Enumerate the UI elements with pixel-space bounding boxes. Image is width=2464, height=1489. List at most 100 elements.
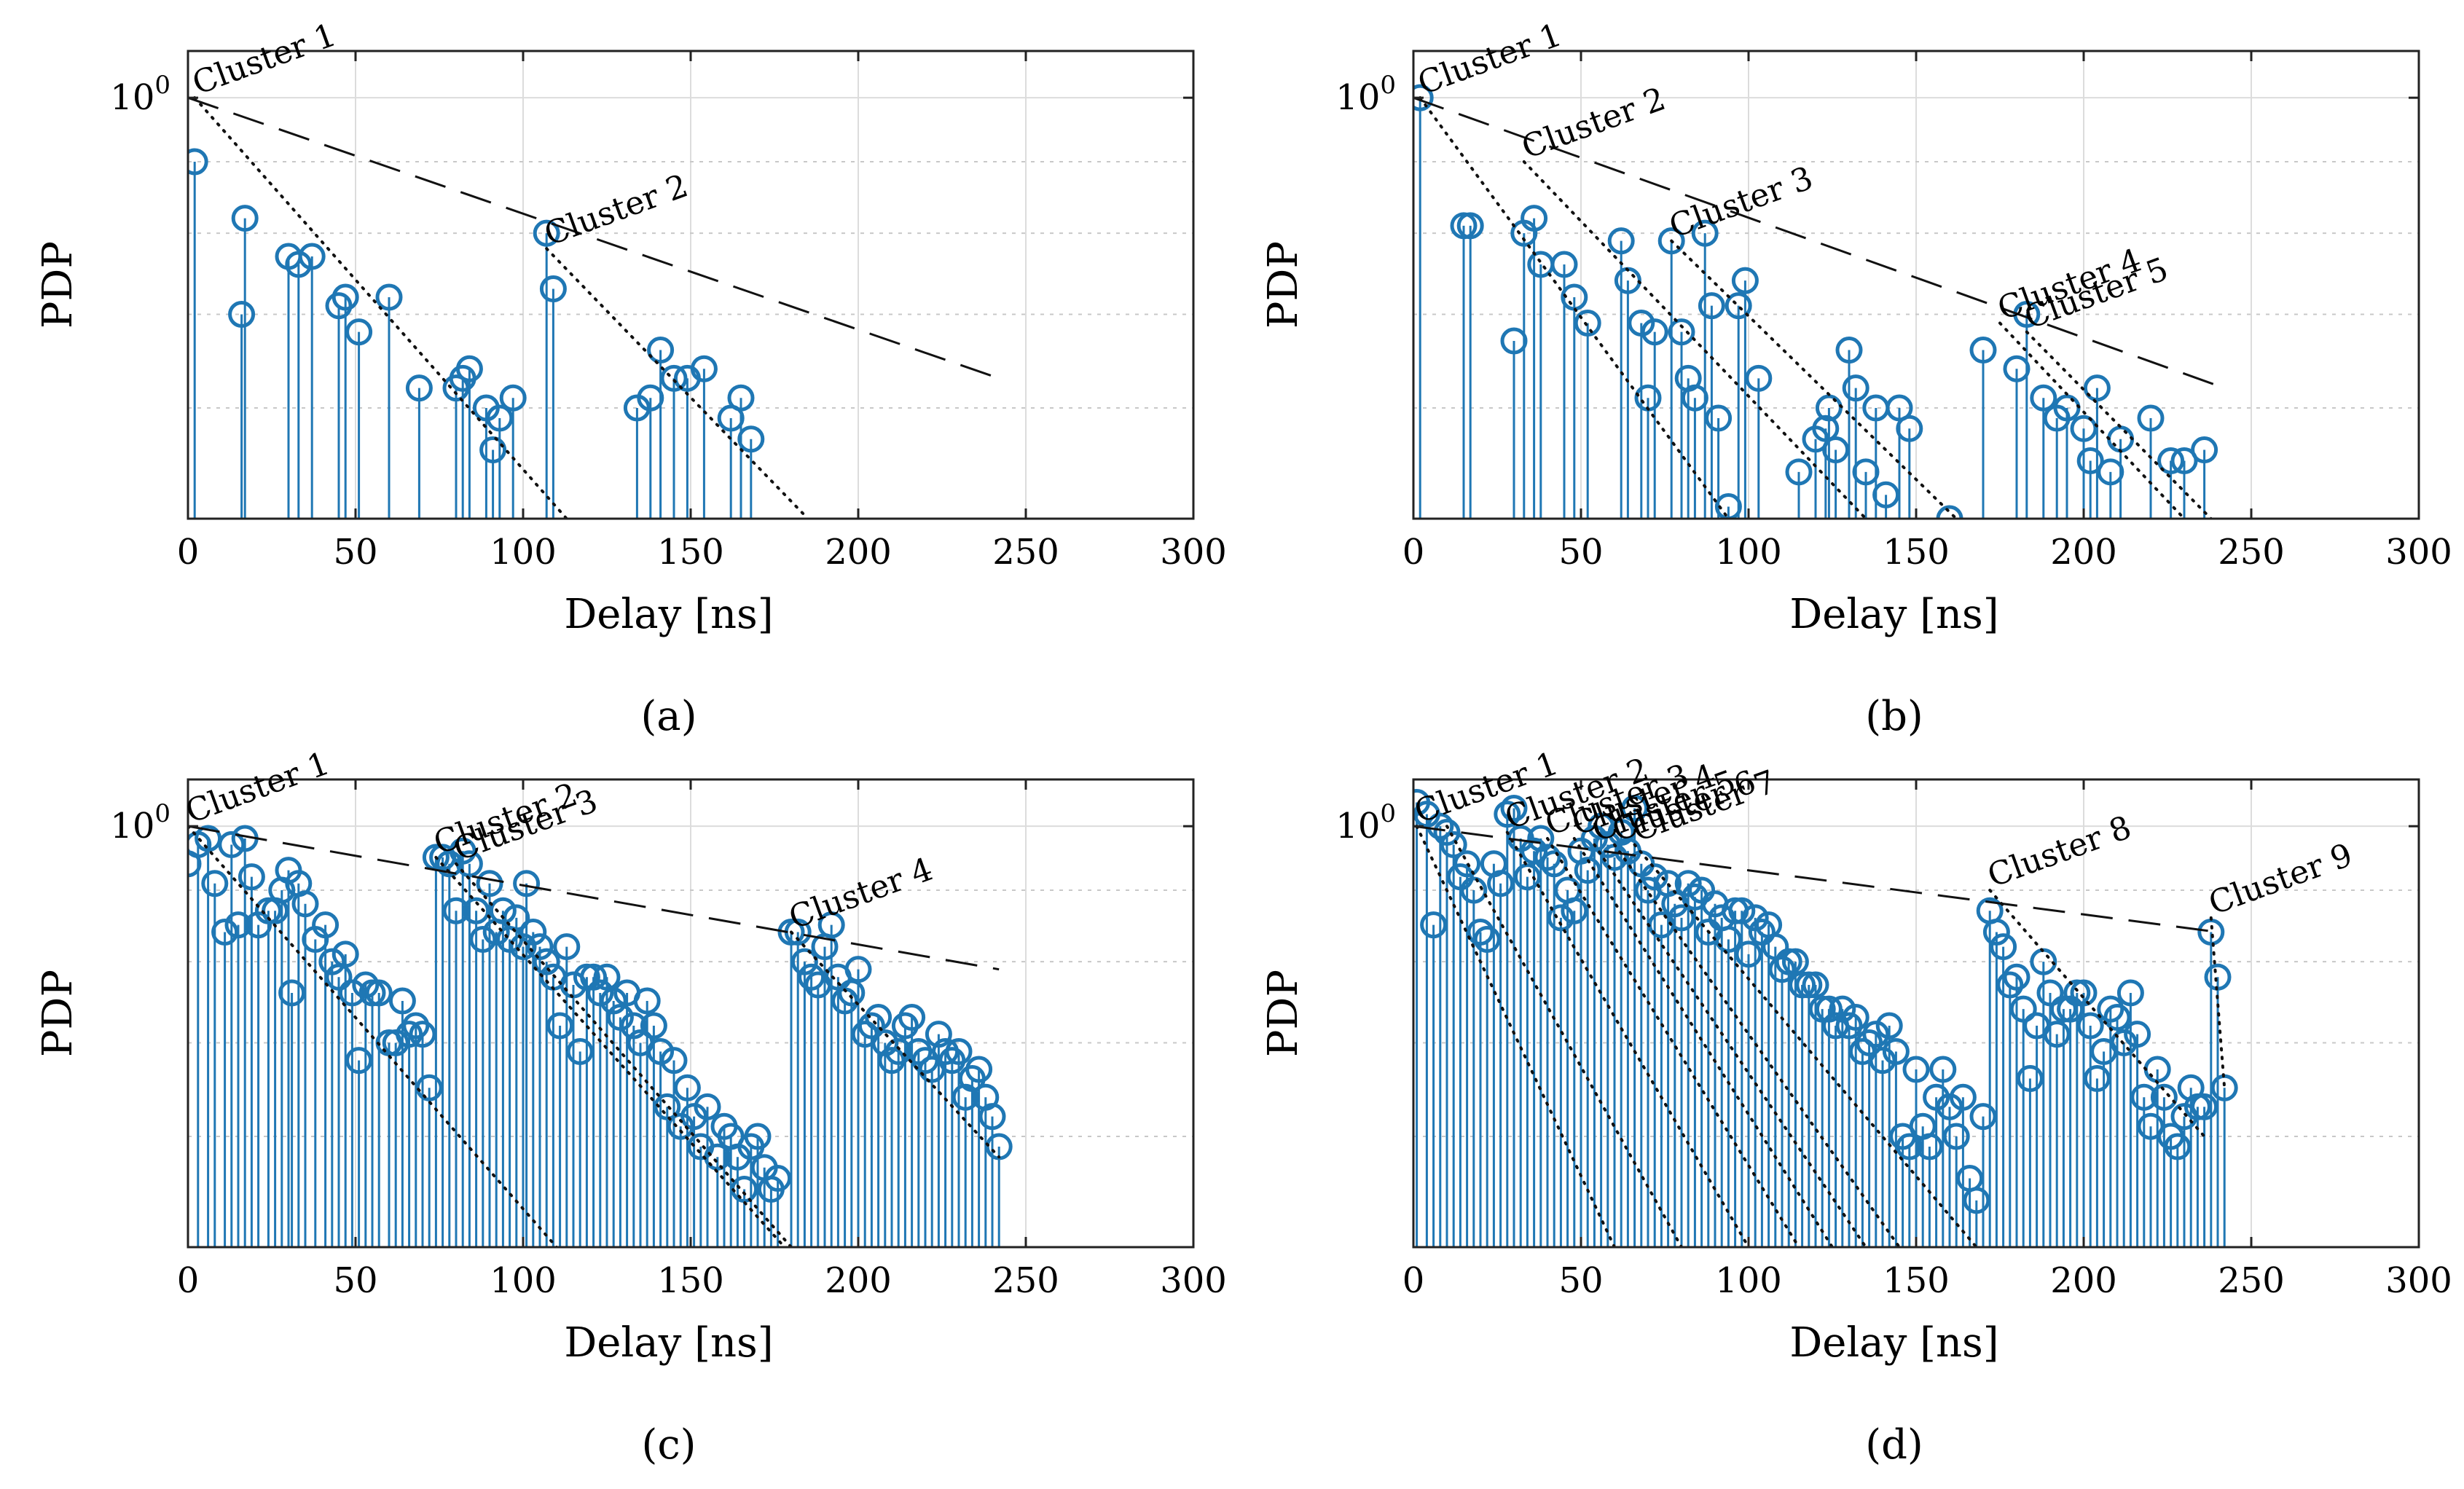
pdp-marker — [620, 1012, 648, 1040]
pdp-marker — [1607, 227, 1635, 255]
pdp-marker — [1487, 870, 1515, 897]
cluster-label: Cluster 2 — [540, 167, 693, 253]
pdp-marker — [1500, 795, 1528, 822]
pdp-marker — [1969, 337, 1997, 364]
cluster-decay-line — [1593, 843, 1867, 1247]
x-tick-label: 0 — [1402, 532, 1425, 573]
pdp-marker — [1607, 819, 1635, 846]
pdp-marker — [1741, 904, 1769, 932]
cluster-decay-line — [790, 930, 1001, 1159]
pdp-marker — [291, 890, 319, 918]
pdp-marker — [352, 971, 380, 999]
pdp-marker — [817, 911, 845, 939]
pdp-marker — [2164, 1133, 2192, 1160]
pdp-marker — [1949, 1083, 1977, 1111]
pdp-marker — [1936, 1093, 1963, 1120]
pdp-marker — [1698, 292, 1725, 320]
pdp-marker — [2083, 374, 2111, 402]
pdp-marker — [1785, 458, 1813, 486]
pdp-marker — [1453, 850, 1481, 878]
pdp-marker — [690, 355, 718, 382]
y-axis-label: PDP — [34, 970, 82, 1057]
x-tick-label: 150 — [657, 1260, 724, 1301]
pdp-marker — [1852, 458, 1880, 486]
pdp-marker — [1835, 1012, 1863, 1040]
pdp-marker — [1534, 844, 1561, 871]
pdp-marker — [442, 897, 470, 924]
x-tick-label: 300 — [2385, 532, 2452, 573]
pdp-marker — [519, 919, 547, 946]
pdp-marker — [499, 384, 527, 412]
x-tick-label: 100 — [1715, 1260, 1782, 1301]
x-tick-label: 150 — [657, 532, 724, 573]
x-tick-label: 300 — [1160, 1260, 1227, 1301]
cluster-decay-line — [1998, 321, 2186, 519]
pdp-marker — [1540, 850, 1568, 878]
pdp-marker — [838, 979, 866, 1007]
pdp-marker — [1915, 1133, 1943, 1160]
pdp-marker — [365, 979, 393, 1007]
pdp-marker — [1473, 925, 1501, 953]
cluster-label: Cluster 1 — [1413, 16, 1566, 102]
x-tick-label: 200 — [825, 532, 892, 573]
pdp-marker — [1969, 1103, 1997, 1131]
pdp-marker — [1812, 415, 1840, 442]
pdp-marker — [338, 979, 366, 1007]
y-axis-label: PDP — [34, 241, 82, 329]
cluster-decay-line — [434, 855, 786, 1247]
panel-caption: (a) — [640, 693, 697, 740]
pdp-marker — [1500, 327, 1528, 355]
cluster-decay-line — [2209, 916, 2226, 1090]
x-tick-label: 300 — [2385, 1260, 2452, 1301]
pdp-marker — [1467, 919, 1494, 946]
pdp-marker — [1460, 876, 1488, 904]
pdp-marker — [978, 1103, 1006, 1131]
pdp-marker — [647, 1037, 675, 1065]
pdp-marker — [600, 987, 627, 1015]
pdp-marker — [2070, 979, 2098, 1007]
pdp-marker — [1829, 995, 1856, 1023]
pdp-marker — [1668, 904, 1695, 932]
pdp-marker — [1936, 505, 1963, 519]
pdp-marker — [884, 1037, 912, 1065]
pdp-marker — [633, 987, 661, 1015]
pdp-marker — [188, 850, 202, 878]
pdp-marker — [647, 337, 675, 364]
pdp-marker — [1513, 863, 1541, 891]
pdp-marker — [1574, 309, 1601, 337]
pdp-marker — [231, 205, 259, 232]
panel-caption: (d) — [1865, 1421, 1923, 1469]
pdp-marker — [1728, 897, 1756, 924]
pdp-marker — [844, 956, 872, 983]
pdp-marker — [1561, 897, 1588, 924]
x-tick-label: 50 — [333, 1260, 377, 1301]
cluster-decay-line — [1613, 843, 1901, 1247]
pdp-marker — [1731, 267, 1759, 294]
pdp-marker — [673, 1074, 701, 1101]
pdp-marker — [1674, 870, 1702, 897]
pdp-marker — [546, 1012, 574, 1040]
pdp-marker — [640, 1012, 667, 1040]
data-layer — [188, 825, 1013, 1247]
pdp-marker — [503, 904, 530, 932]
x-tick-label: 0 — [177, 532, 200, 573]
pdp-marker — [871, 1029, 899, 1057]
x-tick-label: 100 — [490, 1260, 557, 1301]
pdp-marker — [1641, 318, 1668, 346]
pdp-marker — [476, 870, 503, 897]
pdp-marker — [201, 870, 229, 897]
pdp-marker — [1835, 337, 1863, 364]
pdp-marker — [1628, 309, 1655, 337]
pdp-marker — [405, 374, 433, 402]
cluster-decay-line — [1670, 239, 1958, 519]
pdp-marker — [1705, 404, 1733, 432]
pdp-marker — [1896, 415, 1923, 442]
pdp-marker — [790, 948, 818, 975]
pdp-marker — [694, 1093, 721, 1120]
pdp-marker — [479, 436, 507, 464]
pdp-marker — [1440, 831, 1467, 859]
pdp-marker — [345, 318, 373, 346]
cluster-decay-line — [193, 96, 568, 519]
